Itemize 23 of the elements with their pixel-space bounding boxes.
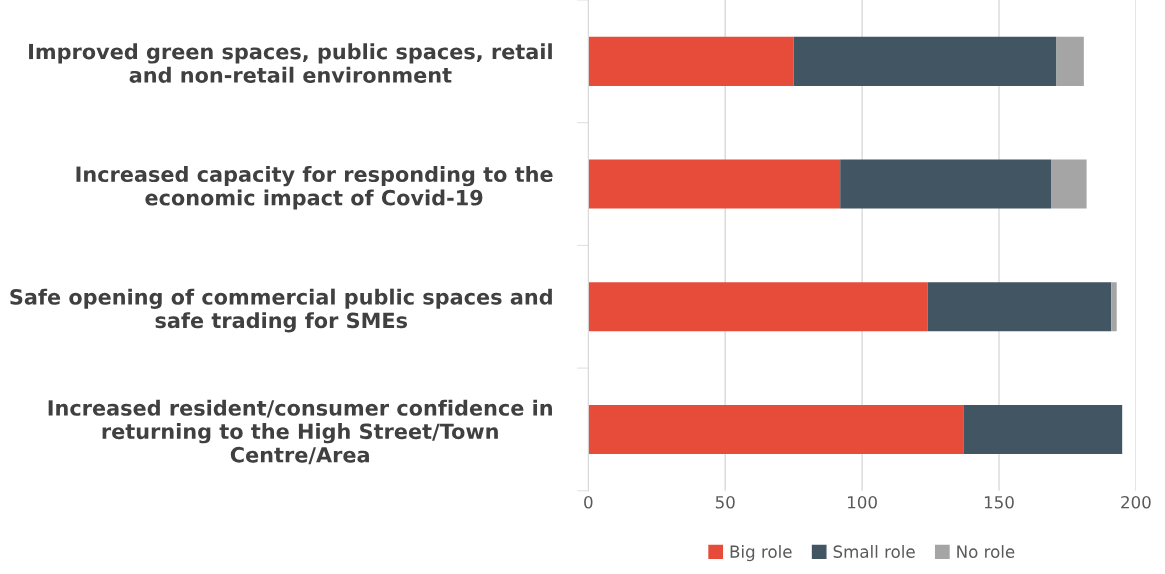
x-tick-label: 200 bbox=[1121, 495, 1151, 509]
bar bbox=[588, 159, 841, 209]
bar bbox=[793, 36, 1057, 86]
y-tick-label: Safe opening of commercial public spaces and safe trading for SMEs bbox=[10, 288, 552, 333]
x-tick-label: 150 bbox=[984, 495, 1014, 509]
bar bbox=[927, 282, 1112, 332]
legend-label: No role bbox=[957, 545, 1015, 558]
bar bbox=[1056, 36, 1084, 86]
x-tick-label: 0 bbox=[584, 495, 593, 509]
y-tick-label: Increased capacity for responding to the economic impact of Covid-19 bbox=[76, 165, 553, 210]
bar bbox=[588, 404, 964, 454]
legend-label: Small role bbox=[833, 545, 915, 558]
bar bbox=[588, 282, 928, 332]
x-tick-label: 100 bbox=[848, 495, 877, 509]
bar bbox=[588, 36, 794, 86]
x-tick-label: 50 bbox=[715, 495, 735, 509]
bar bbox=[1051, 159, 1087, 209]
legend-label: Big role bbox=[730, 545, 792, 562]
bar bbox=[1111, 282, 1117, 332]
bar bbox=[840, 159, 1051, 209]
y-tick-label: Increased resident/consumer confidence in returning to the High Street/Town Centre/Area bbox=[48, 399, 552, 465]
bar bbox=[963, 404, 1123, 454]
y-tick-label: Improved green spaces, public spaces, retail and non-retail environment bbox=[29, 43, 552, 83]
